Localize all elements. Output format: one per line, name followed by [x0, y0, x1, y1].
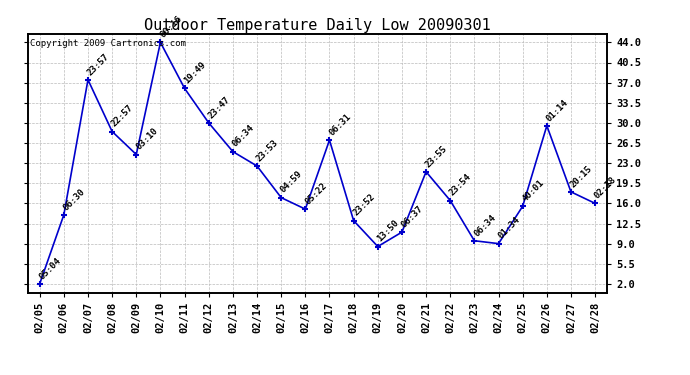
- Text: 22:57: 22:57: [110, 104, 135, 129]
- Text: 05:22: 05:22: [303, 181, 328, 206]
- Text: 00:16: 00:16: [158, 14, 184, 40]
- Text: 05:04: 05:04: [37, 256, 63, 281]
- Title: Outdoor Temperature Daily Low 20090301: Outdoor Temperature Daily Low 20090301: [144, 18, 491, 33]
- Text: 02:18: 02:18: [593, 175, 618, 201]
- Text: Copyright 2009 Cartronics.com: Copyright 2009 Cartronics.com: [30, 39, 186, 48]
- Text: 06:34: 06:34: [230, 123, 256, 149]
- Text: 23:54: 23:54: [448, 172, 473, 198]
- Text: 23:47: 23:47: [206, 95, 232, 120]
- Text: 06:31: 06:31: [327, 112, 353, 137]
- Text: 06:30: 06:30: [61, 187, 87, 212]
- Text: 04:59: 04:59: [279, 170, 304, 195]
- Text: 23:57: 23:57: [86, 52, 111, 77]
- Text: 06:37: 06:37: [400, 204, 425, 230]
- Text: 23:55: 23:55: [424, 144, 449, 169]
- Text: 40:01: 40:01: [520, 178, 546, 204]
- Text: 03:10: 03:10: [134, 126, 159, 152]
- Text: 01:14: 01:14: [544, 98, 570, 123]
- Text: 13:50: 13:50: [375, 218, 401, 244]
- Text: 20:15: 20:15: [569, 164, 594, 189]
- Text: 06:34: 06:34: [472, 213, 497, 238]
- Text: 01:34: 01:34: [496, 216, 522, 241]
- Text: 23:53: 23:53: [255, 138, 280, 163]
- Text: 23:52: 23:52: [351, 192, 377, 218]
- Text: 19:49: 19:49: [182, 60, 208, 86]
